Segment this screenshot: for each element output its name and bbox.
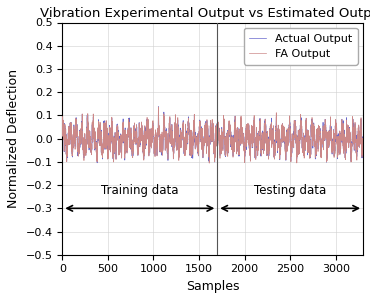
Y-axis label: Normalized Deflection: Normalized Deflection (7, 69, 20, 208)
FA Output (156, 105, 161, 109)
Actual Output (129, 133, 134, 137)
Actual Output (95, 161, 100, 165)
Line: Actual Output: Actual Output (63, 106, 363, 163)
FA Output (333, 130, 338, 134)
Actual Output (237, 142, 242, 146)
Legend: Actual Output, FA Output: Actual Output, FA Output (243, 28, 357, 65)
Actual Output (361, 149, 365, 153)
FA Output (207, 161, 212, 165)
Actual Output (340, 139, 344, 142)
Actual Output (333, 134, 338, 137)
Actual Output (60, 124, 65, 128)
FA Output (361, 152, 365, 155)
Actual Output (354, 136, 358, 139)
FA Output (354, 135, 358, 139)
FA Output (340, 138, 344, 142)
FA Output (237, 142, 242, 145)
Text: Testing data: Testing data (254, 184, 326, 197)
Line: FA Output: FA Output (63, 107, 363, 163)
Actual Output (156, 105, 161, 108)
X-axis label: Samples: Samples (186, 280, 239, 293)
FA Output (134, 123, 139, 127)
Title: Vibration Experimental Output vs Estimated Output: Vibration Experimental Output vs Estimat… (40, 7, 370, 20)
FA Output (129, 133, 133, 136)
FA Output (60, 127, 65, 131)
Actual Output (134, 138, 139, 141)
Text: Training data: Training data (101, 184, 179, 197)
